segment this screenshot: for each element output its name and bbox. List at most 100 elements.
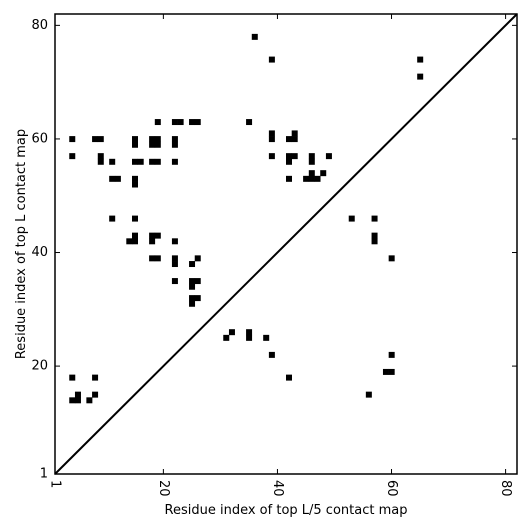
contact-cell-upper — [109, 158, 116, 165]
contact-cell-upper — [69, 136, 76, 143]
contact-cell-upper — [286, 153, 292, 160]
contact-cell-upper — [303, 175, 310, 182]
contact-cell-upper — [308, 175, 315, 182]
contact-cell-upper — [171, 136, 178, 143]
contact-cell-upper — [149, 232, 156, 239]
contact-cell-upper — [132, 175, 138, 182]
contact-cell-upper — [132, 232, 138, 239]
contact-cell-lower — [223, 334, 230, 341]
contact-cell-upper — [126, 238, 133, 245]
contact-cell-upper — [154, 141, 161, 148]
contact-cell-upper — [268, 130, 275, 137]
plot-area — [69, 33, 424, 404]
contact-cell-upper — [189, 295, 196, 302]
contact-cell-upper — [171, 158, 178, 165]
contact-cell-lower — [246, 334, 253, 341]
contact-cell-upper — [251, 33, 258, 40]
x-tick-label: 20 — [156, 480, 171, 497]
contact-cell-upper — [189, 119, 196, 126]
contact-cell-upper — [132, 238, 138, 245]
contact-cell-upper — [194, 255, 201, 262]
y-tick-label: 80 — [31, 18, 48, 33]
contact-cell-upper — [308, 158, 315, 165]
contact-cell-upper — [109, 215, 116, 222]
contact-cell-upper — [154, 232, 161, 239]
contact-cell-upper — [371, 215, 378, 222]
contact-cell-upper — [132, 158, 138, 165]
contact-cell-upper — [291, 153, 298, 160]
contact-cell-upper — [194, 119, 201, 126]
contact-cell-lower — [92, 391, 99, 398]
y-axis-label: Residue index of top L contact map — [14, 129, 29, 359]
contact-cell-upper — [371, 232, 378, 239]
contact-cell-upper — [171, 119, 178, 126]
contact-cell-upper — [154, 158, 161, 165]
contact-cell-upper — [371, 238, 378, 245]
contact-cell-upper — [268, 56, 275, 63]
y-tick-label: 1 — [40, 467, 48, 482]
contact-cell-upper — [246, 119, 253, 126]
contact-cell-upper — [268, 153, 275, 160]
contact-cell-upper — [154, 255, 161, 262]
contact-cell-upper — [417, 73, 424, 80]
contact-cell-upper — [348, 215, 355, 222]
x-axis-label: Residue index of top L/5 contact map — [165, 503, 408, 518]
contact-cell-upper — [194, 278, 201, 285]
contact-cell-lower — [69, 374, 76, 381]
contact-cell-upper — [92, 136, 99, 143]
axis-ticks: 1 20 40 60 80 1 20 40 60 80 — [31, 14, 517, 497]
contact-cell-upper — [171, 278, 178, 285]
contact-cell-lower — [388, 351, 395, 358]
contact-cell-upper — [171, 255, 178, 262]
contact-cell-upper — [132, 136, 138, 143]
contact-cell-lower — [228, 329, 235, 336]
contact-cell-upper — [149, 255, 156, 262]
y-tick-label: 20 — [31, 359, 48, 374]
contact-cell-upper — [286, 158, 292, 165]
contact-cell-upper — [189, 261, 196, 268]
contact-cell-lower — [382, 368, 389, 375]
contact-cell-lower — [286, 374, 292, 381]
contact-cell-upper — [171, 141, 178, 148]
contact-cell-upper — [132, 181, 138, 188]
contact-cell-lower — [268, 351, 275, 358]
contact-cell-upper — [291, 130, 298, 137]
contact-cell-upper — [97, 153, 104, 160]
contact-cell-upper — [154, 136, 161, 143]
contact-cell-lower — [388, 368, 395, 375]
contact-cell-lower — [69, 397, 76, 404]
contact-cell-upper — [149, 136, 156, 143]
contact-cell-upper — [109, 175, 116, 182]
contact-cell-upper — [154, 119, 161, 126]
contact-cell-upper — [69, 153, 76, 160]
contact-cell-upper — [189, 283, 196, 290]
contact-cell-lower — [92, 374, 99, 381]
contact-cell-lower — [86, 397, 93, 404]
x-tick-label: 80 — [498, 480, 513, 497]
contact-cell-upper — [286, 175, 292, 182]
contact-cell-upper — [97, 136, 104, 143]
diagonal-line — [54, 13, 518, 475]
contact-cell-lower — [365, 391, 372, 398]
contact-cell-upper — [149, 158, 156, 165]
contact-cell-upper — [417, 56, 424, 63]
contact-cell-upper — [308, 153, 315, 160]
contact-cell-upper — [114, 175, 121, 182]
x-tick-label: 1 — [48, 480, 63, 488]
contact-cell-upper — [97, 158, 104, 165]
contact-cell-upper — [177, 119, 184, 126]
contact-cell-upper — [308, 170, 315, 177]
contact-cell-lower — [74, 391, 81, 398]
contact-cell-upper — [194, 295, 201, 302]
plot-frame — [54, 13, 518, 475]
contact-cell-upper — [388, 255, 395, 262]
y-tick-label: 40 — [31, 245, 48, 260]
contact-cell-lower — [263, 334, 270, 341]
y-tick-label: 60 — [31, 131, 48, 146]
contact-cell-upper — [137, 158, 144, 165]
contact-cell-upper — [132, 141, 138, 148]
contact-cell-upper — [314, 175, 321, 182]
x-tick-label: 40 — [270, 480, 285, 497]
contact-cell-upper — [286, 136, 292, 143]
